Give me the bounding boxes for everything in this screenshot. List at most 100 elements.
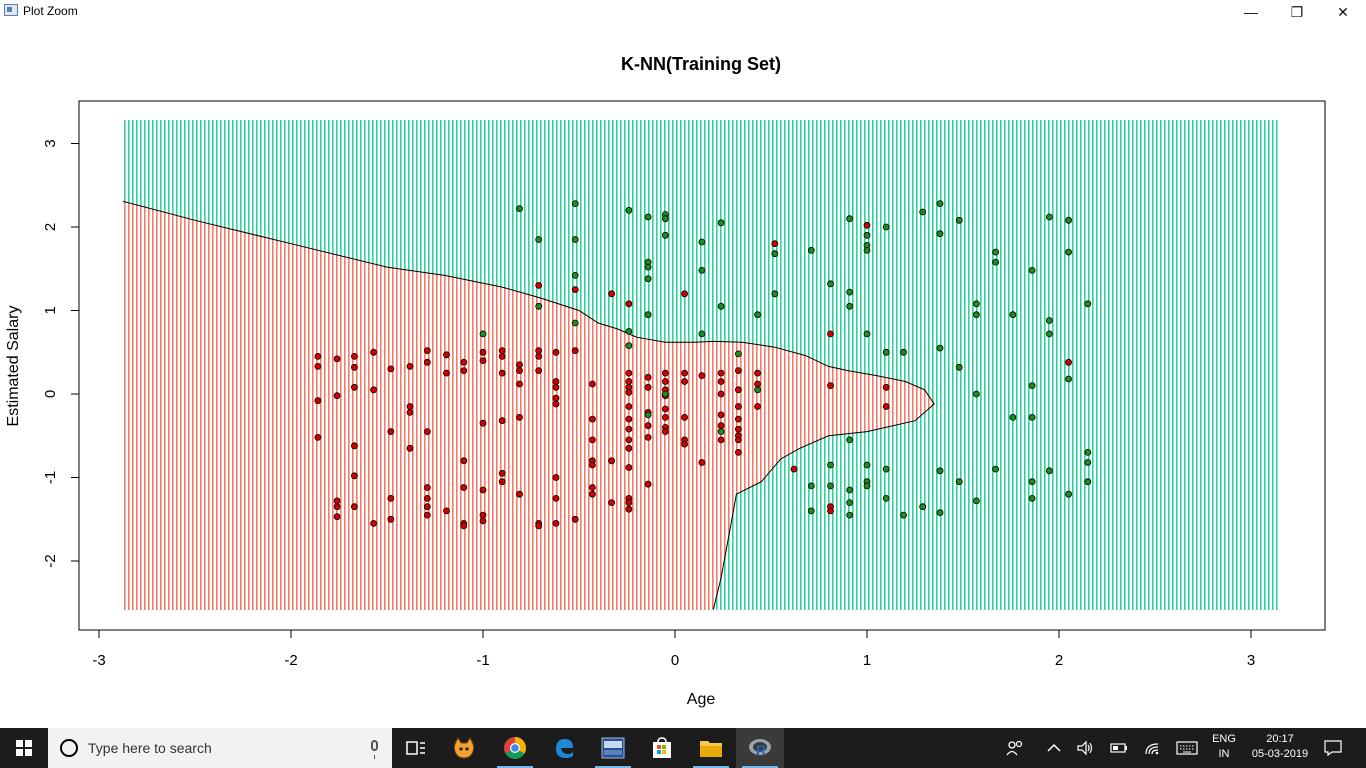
- data-point-class1: [698, 238, 706, 246]
- data-point-class0: [625, 425, 633, 433]
- data-point-class0: [460, 484, 468, 491]
- start-button[interactable]: [0, 728, 48, 768]
- data-point-class0: [662, 369, 669, 377]
- taskbar-app-file-explorer[interactable]: [687, 728, 735, 768]
- data-point-class1: [625, 327, 633, 335]
- data-point-class1: [571, 271, 579, 279]
- keyboard-icon[interactable]: [1174, 728, 1200, 768]
- data-point-class0: [625, 369, 633, 377]
- data-point-class1: [827, 280, 834, 288]
- close-button[interactable]: ✕: [1337, 3, 1349, 20]
- taskbar-clock[interactable]: 20:17 05-03-2019: [1250, 732, 1310, 762]
- taskbar-app-r[interactable]: R: [736, 728, 784, 768]
- y-tick-label: 3: [42, 139, 59, 147]
- battery-icon[interactable]: [1108, 728, 1130, 768]
- data-point-class1: [846, 302, 854, 310]
- x-tick-label: 1: [863, 652, 871, 669]
- data-point-class0: [387, 494, 395, 502]
- volume-icon[interactable]: [1074, 728, 1096, 768]
- data-point-class0: [571, 286, 579, 294]
- data-point-class0: [552, 383, 560, 391]
- window-title: Plot Zoom: [23, 4, 78, 18]
- data-point-class0: [460, 358, 468, 366]
- data-point-class0: [535, 281, 543, 289]
- data-point-class0: [827, 382, 834, 390]
- input-language-indicator[interactable]: ENG IN: [1204, 732, 1244, 762]
- data-point-class1: [882, 494, 890, 502]
- data-point-class1: [1065, 375, 1072, 383]
- scratch-cat-icon: [453, 737, 475, 759]
- data-point-class1: [1009, 413, 1017, 421]
- data-point-class1: [644, 311, 652, 319]
- data-point-class0: [882, 403, 890, 410]
- data-point-class0: [681, 290, 688, 298]
- data-point-class1: [1028, 382, 1036, 390]
- microphone-icon[interactable]: [371, 740, 378, 759]
- people-icon[interactable]: [1004, 728, 1026, 768]
- data-point-class1: [863, 461, 871, 469]
- app-window-icon: [4, 4, 18, 16]
- search-placeholder: Type here to search: [88, 740, 212, 756]
- data-point-class0: [863, 221, 871, 229]
- data-point-class1: [936, 200, 944, 208]
- show-hidden-icons-chevron-up-icon[interactable]: [1044, 728, 1064, 768]
- data-point-class0: [827, 507, 834, 515]
- data-point-class1: [625, 342, 633, 350]
- data-point-class0: [552, 520, 560, 527]
- data-point-class0: [717, 390, 725, 398]
- task-view-button[interactable]: [392, 728, 440, 768]
- data-point-class0: [387, 365, 395, 373]
- taskbar-search-box[interactable]: Type here to search: [48, 728, 392, 768]
- data-point-class1: [698, 266, 706, 274]
- data-point-class0: [387, 428, 395, 436]
- data-point-class0: [589, 490, 596, 498]
- data-point-class1: [936, 344, 944, 352]
- data-point-class0: [370, 386, 378, 394]
- data-point-class0: [735, 386, 742, 394]
- data-point-class0: [625, 499, 633, 507]
- dev-cpp-icon: [601, 737, 625, 759]
- data-point-class1: [807, 246, 815, 254]
- taskbar-app-scratch[interactable]: [440, 728, 488, 768]
- data-point-class1: [571, 236, 579, 243]
- data-point-class1: [717, 302, 725, 310]
- data-point-class0: [443, 369, 450, 377]
- data-point-class0: [443, 351, 450, 359]
- data-point-class0: [516, 413, 523, 421]
- data-point-class0: [662, 405, 669, 413]
- data-point-class0: [423, 494, 431, 502]
- data-point-class0: [423, 503, 431, 511]
- data-point-class0: [735, 448, 742, 456]
- region-class0: [123, 201, 935, 610]
- data-point-class1: [479, 330, 487, 338]
- data-point-class0: [387, 515, 395, 523]
- y-tick-label: 0: [42, 390, 59, 398]
- wifi-icon[interactable]: [1142, 728, 1164, 768]
- data-point-class0: [423, 484, 431, 491]
- action-center-notifications-icon[interactable]: [1320, 728, 1346, 768]
- data-point-class1: [1028, 266, 1036, 274]
- taskbar-app-chrome[interactable]: [491, 728, 539, 768]
- data-point-class1: [846, 436, 854, 444]
- data-point-class0: [333, 497, 341, 505]
- data-point-class1: [571, 200, 579, 208]
- data-point-class0: [479, 511, 487, 519]
- data-point-class0: [681, 369, 688, 377]
- data-point-class0: [644, 433, 652, 441]
- data-point-class0: [625, 444, 633, 452]
- data-point-class0: [717, 436, 725, 444]
- data-point-class1: [992, 248, 999, 256]
- x-tick-label: -1: [476, 652, 489, 669]
- data-point-class1: [955, 216, 963, 224]
- data-point-class0: [314, 352, 322, 360]
- data-point-class0: [681, 440, 688, 448]
- taskbar-app-store[interactable]: [638, 728, 686, 768]
- restore-button[interactable]: ❐: [1290, 3, 1304, 20]
- taskbar-app-devcpp[interactable]: [589, 728, 637, 768]
- taskbar-app-edge[interactable]: [540, 728, 588, 768]
- knn-chart: K-NN(Training Set) -3 -2 -1 0 1 2 3 -2 -1 0 1 2 3 Ag…: [5, 54, 1326, 708]
- minimize-button[interactable]: —: [1244, 4, 1258, 20]
- data-point-class1: [1046, 330, 1053, 338]
- data-point-class0: [644, 383, 652, 391]
- data-point-class1: [992, 258, 999, 266]
